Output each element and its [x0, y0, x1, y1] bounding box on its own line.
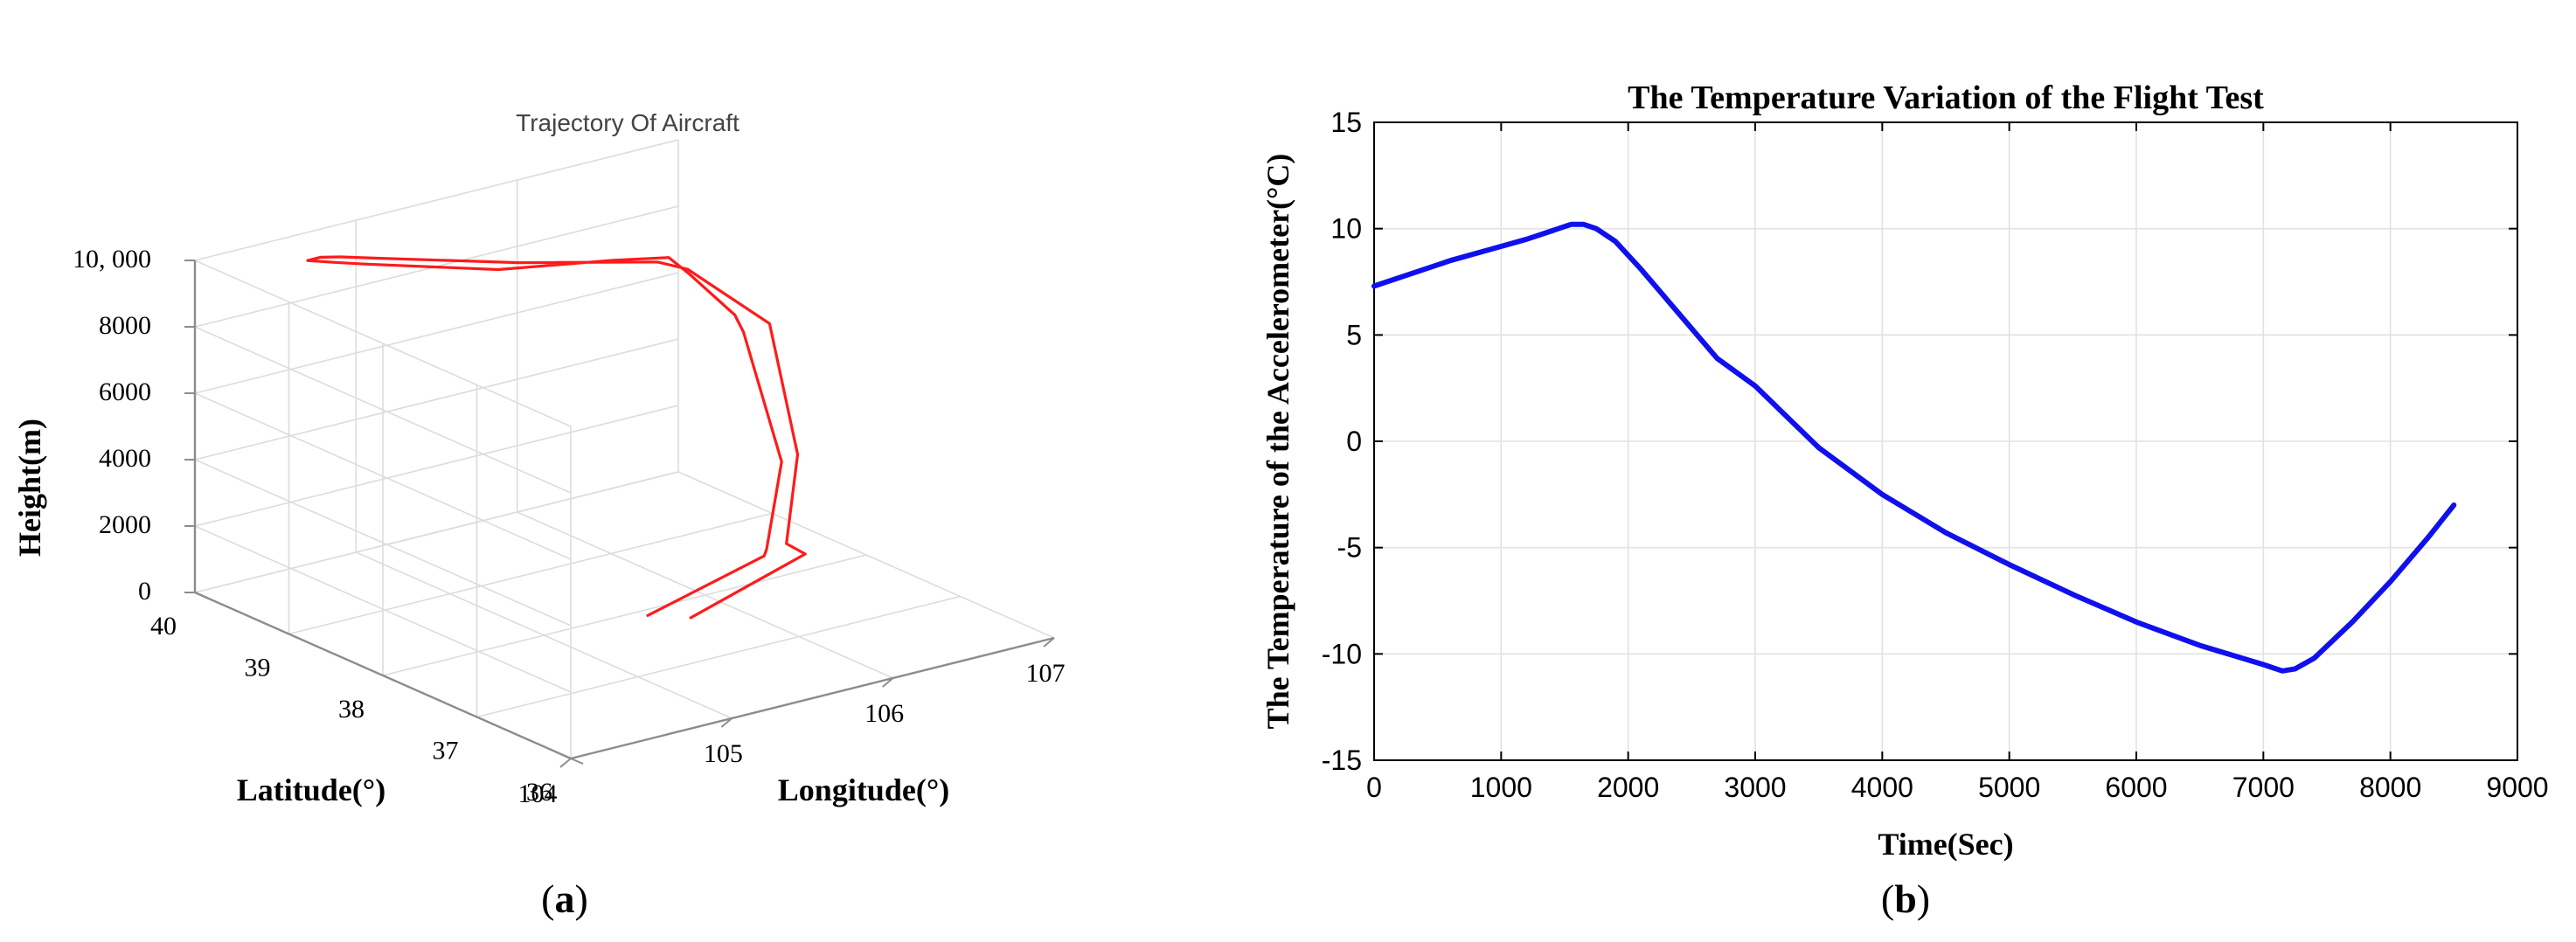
panel-b-title: The Temperature Variation of the Flight … [1628, 80, 2264, 116]
a-backwall-gridline-height [194, 471, 679, 593]
b-y-tick-label: 10 [1330, 213, 1362, 245]
b-x-tick-label: 5000 [1978, 772, 2040, 803]
a-height-tick-label: 10, 000 [73, 245, 151, 274]
a-latitude-tick-label: 36 [526, 778, 552, 807]
b-y-tick-label: 15 [1330, 107, 1362, 138]
a-longitude-tick [559, 758, 572, 768]
b-x-tick-label: 9000 [2486, 772, 2548, 803]
panel-a-caption-letter: a [555, 876, 575, 921]
b-x-tick-label: 6000 [2105, 772, 2167, 803]
panel-b-caption: (b) [1881, 876, 1930, 921]
a-latitude-tick-label: 38 [338, 695, 365, 724]
a-latitude-tick [194, 592, 208, 599]
a-latitude-tick-label: 40 [150, 612, 177, 641]
a-latitude-tick [382, 675, 396, 682]
panel-a-title: Trajectory Of Aircraft [516, 109, 739, 136]
panel-a-tick-labels: 104 105 106 107 36 37 38 39 40 0 2000 4000 6000 8000 1… [73, 245, 1066, 808]
a-floor-gridline-lat [476, 595, 961, 718]
a-longitude-tick-label: 105 [704, 739, 743, 768]
b-temperature-series-line [1371, 221, 2457, 674]
a-latitude-tick-label: 37 [433, 737, 459, 765]
a-floor-gridline-lat [288, 512, 773, 635]
a-height-tick-label: 8000 [99, 311, 151, 340]
a-sidewall-gridline-height [194, 326, 572, 494]
b-y-tick-label: -5 [1337, 532, 1362, 564]
b-x-tick-label: 3000 [1724, 772, 1786, 803]
a-longitude-tick [882, 677, 894, 688]
a-height-tick-label: 6000 [99, 377, 151, 406]
b-x-tick-label: 1000 [1470, 772, 1532, 803]
panel-b-ticks: 0 1000 2000 3000 4000 5000 6000 7000 8000 9000 -15… [1322, 107, 2549, 803]
a-backwall-gridline-height [194, 139, 679, 261]
panel-a-y-axis-label: Latitude(°) [237, 772, 385, 807]
a-sidewall-gridline-height [194, 459, 572, 627]
panel-a-trajectory-chart: 104 105 106 107 36 37 38 39 40 0 2000 4000 6000 8000 1… [12, 109, 1066, 921]
b-x-tick-label: 4000 [1851, 772, 1913, 803]
a-longitude-tick-label: 104 [518, 779, 558, 808]
b-x-tick-label: 7000 [2232, 772, 2295, 803]
panel-b-caption-close-paren: ) [1917, 876, 1930, 921]
panel-a-caption-close-paren: ) [575, 876, 588, 921]
panel-b-y-axis-label: The Temperature of the Accelerometer(°C) [1260, 154, 1295, 730]
a-latitude-tick [476, 716, 490, 724]
a-longitude-tick [1043, 637, 1055, 648]
b-x-tick-label: 8000 [2359, 772, 2421, 803]
a-sidewall-gridline-height [194, 392, 572, 560]
a-sidewall-gridline-height [194, 525, 572, 693]
b-x-tick-label: 0 [1366, 772, 1382, 803]
panel-b-caption-open-paren: ( [1881, 876, 1894, 921]
panel-a-trajectory-line [306, 255, 807, 620]
a-longitude-tick-label: 107 [1026, 659, 1066, 688]
b-y-tick-label: 5 [1346, 319, 1362, 350]
panel-b-temperature-chart: 0 1000 2000 3000 4000 5000 6000 7000 8000 9000 -15… [1260, 80, 2549, 921]
panel-a-z-axis-label: Height(m) [12, 419, 47, 557]
a-height-tick-label: 2000 [99, 510, 151, 539]
a-backwall-gridline-height [194, 405, 679, 527]
panel-b-caption-letter: b [1894, 876, 1917, 921]
panel-b-x-axis-label: Time(Sec) [1878, 827, 2013, 862]
b-x-tick-label: 2000 [1597, 772, 1659, 803]
panel-a-caption: (a) [541, 876, 588, 921]
panel-a-caption-open-paren: ( [541, 876, 554, 921]
a-latitude-tick [288, 633, 302, 641]
a-latitude-tick-label: 39 [245, 654, 271, 682]
b-y-tick-label: -15 [1322, 745, 1362, 776]
a-longitude-tick [720, 717, 733, 728]
a-backwall-gridline-height [194, 338, 679, 461]
a-backwall-gridline-height [194, 272, 679, 394]
b-y-tick-label: -10 [1322, 638, 1362, 669]
a-latitude-tick [570, 758, 584, 765]
a-sidewall-gridline-height [194, 260, 572, 427]
a-floor-gridline-lat [382, 554, 867, 676]
a-longitude-axis-line [570, 636, 1055, 760]
a-trajectory-series [306, 255, 807, 620]
panel-a-x-axis-label: Longitude(°) [778, 772, 949, 807]
a-height-tick-label: 0 [138, 577, 151, 606]
panel-b-grid [1374, 122, 2517, 760]
a-longitude-tick-label: 106 [864, 699, 904, 728]
panel-b-series [1371, 221, 2457, 674]
a-height-tick-label: 4000 [99, 444, 151, 473]
b-y-tick-label: 0 [1346, 426, 1362, 457]
